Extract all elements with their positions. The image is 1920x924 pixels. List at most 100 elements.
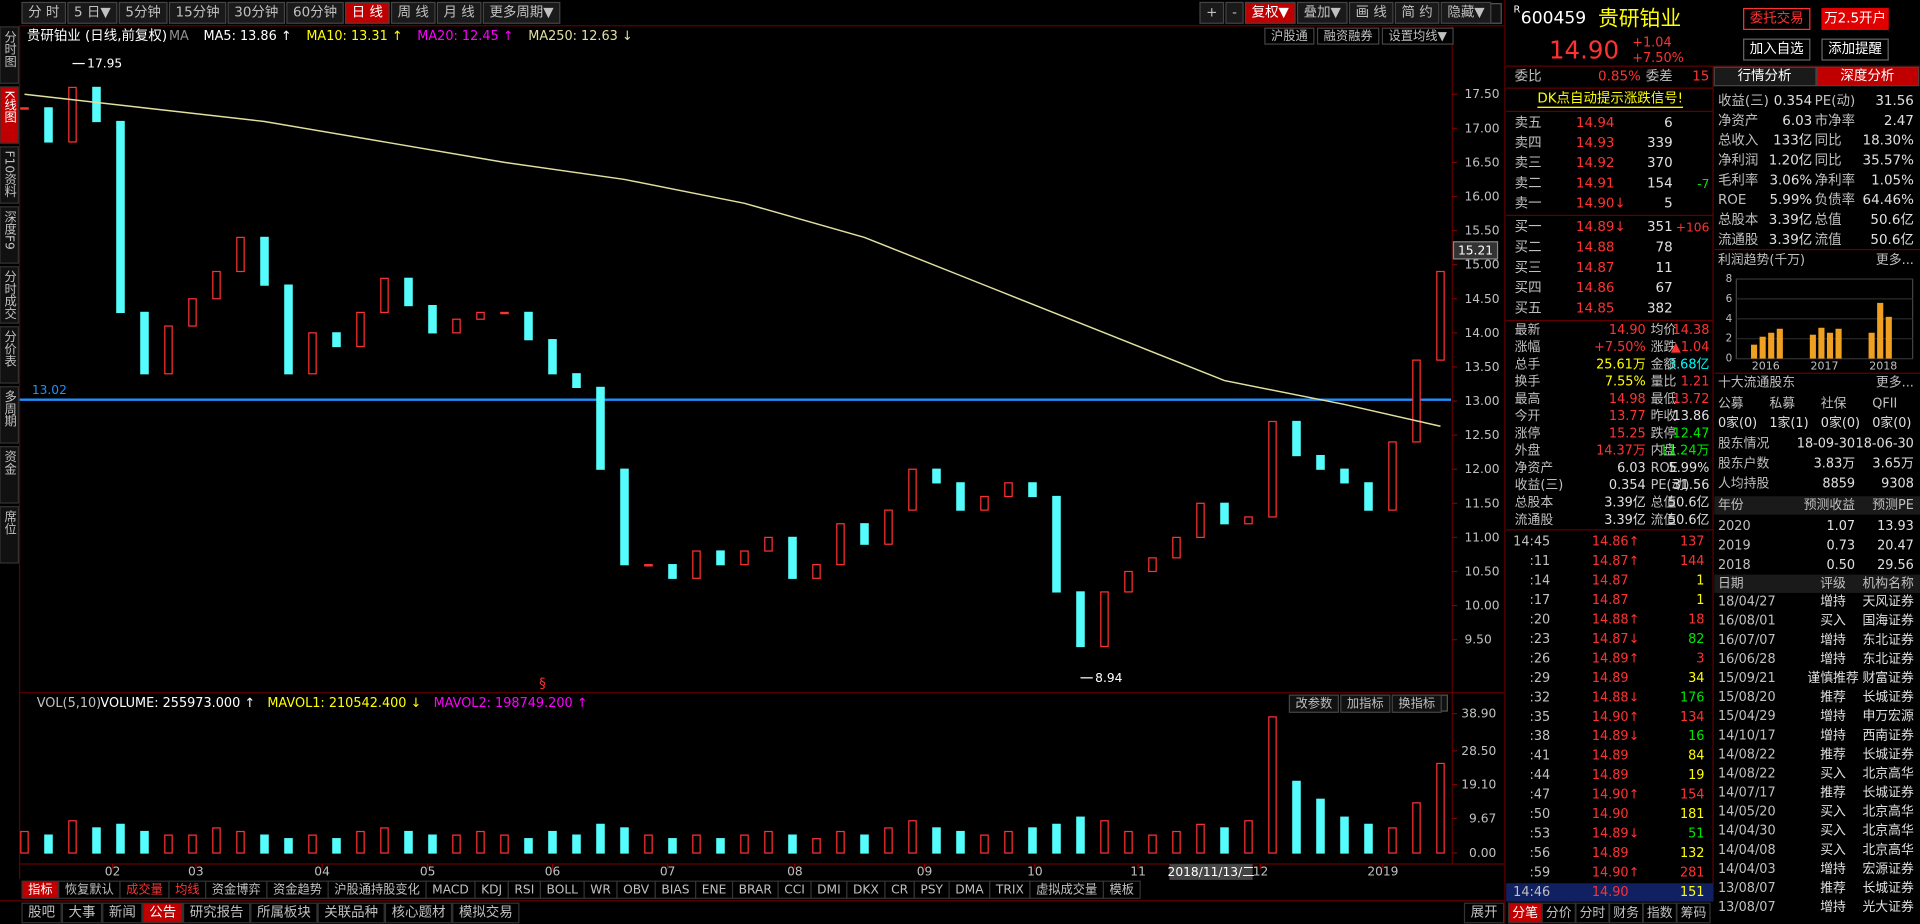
tick-price: 14.89↓	[1592, 729, 1640, 744]
bottom-tab[interactable]	[21, 902, 62, 924]
stat-label: 今开	[1515, 408, 1541, 424]
period-button[interactable]	[286, 1, 344, 24]
holder-type: 社保	[1821, 395, 1847, 411]
tick-volume: 181	[1680, 807, 1705, 822]
row-label: 买二	[1515, 239, 1542, 255]
side-tab[interactable]	[0, 386, 19, 444]
side-tab[interactable]	[0, 206, 19, 264]
action-button[interactable]	[1821, 7, 1889, 30]
bottom-tab[interactable]	[102, 902, 143, 924]
tool-button[interactable]	[1440, 1, 1492, 24]
table-cell: 长城证券	[1862, 689, 1914, 705]
stat-value: 50.6亿	[1668, 513, 1710, 528]
candle	[476, 311, 485, 320]
tick-volume: 281	[1680, 865, 1705, 880]
period-button[interactable]	[21, 1, 67, 24]
y-tick-label: 6	[1726, 293, 1733, 305]
side-tab[interactable]	[0, 446, 19, 504]
period-button[interactable]	[345, 1, 390, 24]
panel-tab[interactable]	[1676, 902, 1711, 924]
stat-label: 流值	[1651, 512, 1677, 528]
bottom-tab[interactable]	[384, 902, 453, 924]
analysis-tab-label: 行情分析	[1738, 68, 1792, 84]
indicator-button[interactable]	[1288, 694, 1339, 713]
period-button[interactable]	[168, 1, 227, 24]
volume-bar	[404, 830, 413, 854]
period-button[interactable]	[482, 1, 561, 24]
tick-volume: 16	[1688, 729, 1704, 744]
volume: 370	[1647, 156, 1673, 171]
action-button[interactable]	[1821, 38, 1889, 61]
side-tab[interactable]	[0, 326, 19, 384]
chart-button[interactable]	[1381, 27, 1454, 45]
y-tick-label: 2	[1726, 333, 1733, 345]
fin-value: 3.06%	[1769, 173, 1812, 188]
period-button[interactable]	[118, 1, 168, 24]
holder-value: 8859	[1822, 476, 1855, 491]
table-cell: 2020	[1718, 519, 1751, 534]
table-cell: 北京高华	[1862, 842, 1914, 858]
side-tab[interactable]	[0, 86, 19, 144]
y-tick-label: 9.50	[1464, 633, 1491, 647]
analysis-tab[interactable]	[1816, 66, 1920, 87]
table-cell: 14/10/17	[1718, 728, 1776, 743]
price: 14.87	[1576, 261, 1615, 276]
bottom-tab: 研究报告	[190, 904, 244, 920]
action-button[interactable]	[1743, 38, 1811, 61]
bottom-tab: 公告	[149, 904, 176, 920]
low-label: 8.94	[1095, 671, 1122, 685]
more-link[interactable]: 更多...	[1876, 376, 1914, 391]
indicator-button[interactable]	[1391, 694, 1442, 713]
value: 15	[1692, 70, 1709, 85]
side-tab[interactable]	[0, 266, 19, 324]
action-button[interactable]	[1743, 7, 1811, 30]
support-label: 13.02	[32, 383, 67, 397]
indicator-button[interactable]	[1340, 694, 1391, 713]
indicator-tab[interactable]	[1102, 880, 1141, 899]
table-cell: 增持	[1820, 900, 1846, 915]
bottom-tab[interactable]	[142, 902, 183, 924]
tool-button[interactable]	[1244, 1, 1296, 24]
indicator-tab: 沪股通持股变化	[334, 882, 420, 897]
tool-button[interactable]	[1199, 1, 1225, 24]
period-button[interactable]	[390, 1, 436, 24]
side-tab[interactable]	[0, 506, 19, 564]
bottom-tab[interactable]	[250, 902, 318, 924]
volume-bar	[1220, 827, 1229, 854]
tick-time: :38	[1530, 729, 1551, 744]
profit-bar	[1885, 316, 1892, 359]
tool-button[interactable]	[1225, 1, 1244, 24]
row-label: 卖四	[1515, 135, 1542, 151]
more-link[interactable]: 更多...	[1876, 253, 1914, 268]
tick-price: 14.86↑	[1592, 535, 1640, 550]
tick-time: :23	[1530, 632, 1551, 647]
bottom-tab[interactable]	[182, 902, 251, 924]
bottom-tab[interactable]	[317, 902, 385, 924]
bottom-tab[interactable]	[452, 902, 520, 924]
ma-legend: MA20: 12.45 ↑	[417, 29, 513, 44]
chart-button[interactable]	[1264, 27, 1315, 45]
analysis-tab[interactable]	[1713, 66, 1817, 87]
expand-button[interactable]	[1463, 902, 1505, 924]
tick-time: :32	[1530, 690, 1551, 705]
table-cell: 1.07	[1826, 519, 1855, 534]
volume-bar	[908, 820, 917, 854]
action-button-label: 委托交易	[1750, 9, 1804, 26]
side-tab[interactable]	[0, 26, 19, 84]
period-button[interactable]	[67, 1, 118, 24]
table-cell: 光大证券	[1862, 899, 1914, 915]
period-button[interactable]	[436, 1, 482, 24]
candle	[836, 523, 845, 566]
tool-button[interactable]	[1348, 1, 1394, 24]
tool-button[interactable]	[1296, 1, 1348, 24]
bottom-tab[interactable]	[61, 902, 103, 924]
stat-label: 涨停	[1515, 425, 1541, 441]
signal-link[interactable]: DK点自动提示涨跌信号!	[1537, 91, 1683, 107]
chart-button[interactable]	[1316, 27, 1380, 45]
profit-bar	[1751, 344, 1758, 359]
tool-button[interactable]	[1394, 1, 1440, 24]
period-button[interactable]	[227, 1, 286, 24]
volume-bar	[764, 830, 773, 854]
side-tab[interactable]	[0, 146, 19, 204]
